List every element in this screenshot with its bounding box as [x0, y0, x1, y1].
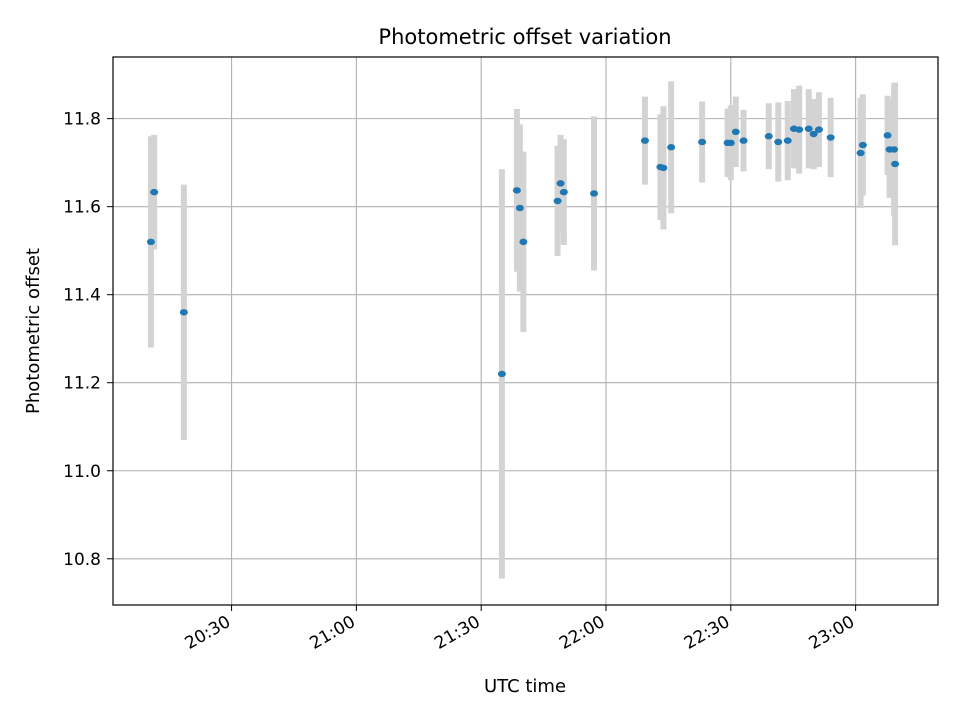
y-axis-label: Photometric offset: [23, 248, 44, 414]
data-point: [883, 132, 892, 139]
y-axis-ticks: 10.8 11.0 11.2 11.4 11.6 11.8: [63, 110, 113, 570]
data-point: [826, 134, 835, 141]
data-point: [858, 141, 867, 149]
data-point: [146, 238, 155, 246]
data-point: [856, 149, 865, 157]
plot-frame: [112, 56, 939, 606]
data-point: [553, 197, 562, 205]
data-point: [804, 125, 813, 132]
y-tick-label: 11.8: [63, 110, 101, 130]
data-point: [512, 187, 521, 194]
data-point: [774, 138, 783, 146]
data-point: [890, 146, 899, 153]
data-point: [726, 139, 735, 147]
data-point: [179, 309, 188, 316]
data-point: [519, 238, 528, 246]
data-point: [809, 130, 818, 138]
data-point: [731, 128, 740, 136]
data-point: [590, 190, 599, 197]
data-point: [795, 126, 804, 133]
y-tick-label: 11.6: [63, 198, 101, 218]
data-points: [146, 125, 900, 378]
data-point: [667, 144, 676, 151]
data-point: [891, 160, 900, 168]
data-point: [698, 138, 707, 146]
data-point: [739, 137, 748, 144]
y-tick-label: 10.8: [63, 550, 101, 570]
data-point: [515, 204, 524, 212]
data-point: [764, 133, 773, 140]
data-point: [640, 137, 649, 144]
data-point: [497, 370, 506, 378]
data-point: [556, 180, 565, 187]
data-point: [559, 188, 568, 196]
y-tick-label: 11.2: [63, 374, 101, 394]
y-tick-label: 11.4: [63, 286, 101, 306]
data-point: [150, 188, 159, 196]
y-tick-label: 11.0: [63, 462, 101, 482]
data-point: [659, 164, 668, 172]
data-point: [783, 137, 792, 144]
x-axis-label: UTC time: [484, 676, 566, 697]
chart-title: Photometric offset variation: [378, 25, 671, 49]
data-point: [814, 126, 823, 133]
